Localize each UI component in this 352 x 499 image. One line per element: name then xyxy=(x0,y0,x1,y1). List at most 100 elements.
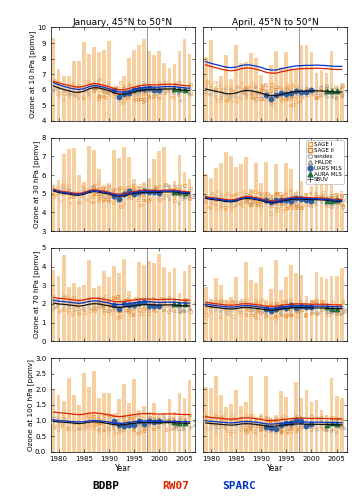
Point xyxy=(213,88,219,96)
Point xyxy=(52,80,58,88)
Point xyxy=(120,84,126,92)
Point xyxy=(218,423,224,431)
Point xyxy=(138,295,143,303)
Point xyxy=(243,425,248,433)
Point xyxy=(106,425,111,433)
Point xyxy=(340,203,346,211)
Point xyxy=(162,195,167,203)
Point xyxy=(182,416,188,424)
Point xyxy=(71,297,76,305)
Point xyxy=(202,90,208,98)
Point xyxy=(349,197,352,205)
Point xyxy=(209,301,215,309)
Point xyxy=(319,82,325,90)
Point xyxy=(147,299,153,307)
Point xyxy=(118,190,124,198)
Point xyxy=(100,425,106,433)
Point xyxy=(186,90,191,98)
Point xyxy=(263,413,269,421)
Bar xyxy=(107,277,111,341)
Point xyxy=(333,88,339,96)
Point xyxy=(100,185,106,193)
Point xyxy=(283,303,289,311)
Point xyxy=(338,425,344,433)
Point xyxy=(67,186,72,194)
Point xyxy=(90,81,96,89)
Point xyxy=(117,198,122,206)
Point xyxy=(157,421,163,429)
Bar xyxy=(264,376,268,452)
Point xyxy=(175,305,181,313)
Point xyxy=(107,306,113,314)
Point xyxy=(131,422,137,430)
Point xyxy=(262,425,268,433)
Point xyxy=(278,89,284,97)
Point xyxy=(177,419,182,427)
Point xyxy=(105,81,111,89)
Point xyxy=(234,82,240,90)
Point xyxy=(51,415,56,423)
Point xyxy=(90,417,95,425)
Point xyxy=(207,303,213,311)
Bar xyxy=(214,168,218,231)
Point xyxy=(66,194,72,202)
Point xyxy=(219,305,225,313)
Point xyxy=(181,191,186,199)
Point xyxy=(102,193,107,201)
Point xyxy=(178,421,183,429)
Bar xyxy=(204,387,208,452)
Point xyxy=(229,298,235,306)
Point xyxy=(313,198,319,206)
Point xyxy=(112,418,118,426)
Point xyxy=(220,199,225,207)
Point xyxy=(302,419,308,427)
Point xyxy=(121,306,127,314)
Point xyxy=(71,91,76,99)
Point xyxy=(60,291,66,299)
Bar xyxy=(177,51,181,121)
Point xyxy=(81,306,87,314)
Point xyxy=(120,426,126,434)
Bar xyxy=(309,186,313,231)
Point xyxy=(121,419,127,427)
Point xyxy=(176,89,182,97)
Bar xyxy=(132,379,136,452)
Point xyxy=(105,427,111,435)
Bar xyxy=(269,65,273,121)
Point xyxy=(109,420,115,428)
Point xyxy=(75,190,80,198)
Bar xyxy=(289,419,293,452)
Point xyxy=(214,198,220,206)
Point xyxy=(308,202,314,210)
Point xyxy=(131,182,136,190)
Point xyxy=(217,307,223,315)
Point xyxy=(120,86,126,94)
Point xyxy=(257,189,262,197)
Bar xyxy=(300,44,303,121)
Point xyxy=(112,90,118,98)
Point xyxy=(140,86,146,94)
Point xyxy=(318,91,323,99)
Point xyxy=(80,188,86,196)
Point xyxy=(72,304,77,312)
Bar xyxy=(163,148,166,231)
Point xyxy=(182,296,188,304)
Point xyxy=(233,92,239,100)
Point xyxy=(340,197,346,205)
Point xyxy=(168,298,174,306)
Point xyxy=(105,198,111,206)
Point xyxy=(284,85,290,93)
Point xyxy=(330,308,336,316)
Point xyxy=(315,419,321,427)
Point xyxy=(288,86,294,94)
Point xyxy=(72,93,78,101)
Point xyxy=(166,294,172,302)
Point xyxy=(338,420,344,428)
Point xyxy=(105,195,110,203)
Point xyxy=(145,189,151,197)
Point xyxy=(146,298,151,306)
Point xyxy=(161,414,167,422)
Point xyxy=(111,192,116,200)
Point xyxy=(279,416,285,424)
Point xyxy=(304,303,310,311)
